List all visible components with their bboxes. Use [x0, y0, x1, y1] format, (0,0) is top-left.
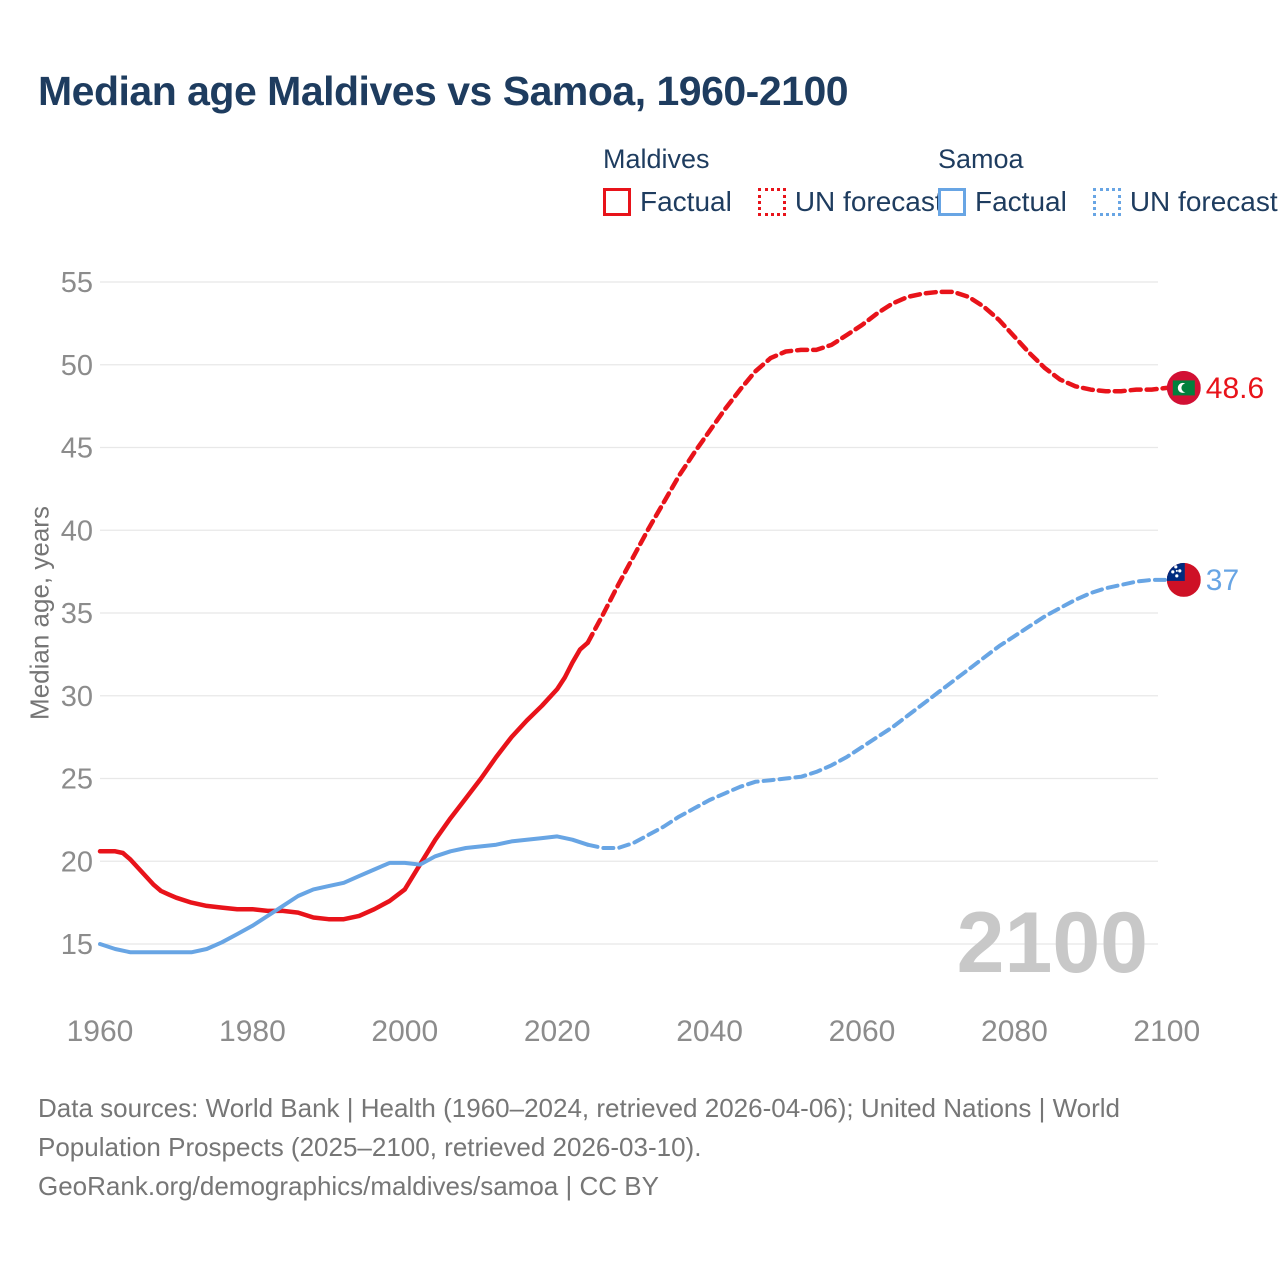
samoa-forecast-line — [585, 577, 1169, 850]
y-axis-tick-45: 45 — [61, 433, 93, 465]
footer-attribution: GeoRank.org/demographics/maldives/samoa … — [38, 1171, 659, 1201]
samoa-factual-line — [98, 834, 590, 955]
samoa-factual-swatch-icon — [938, 188, 966, 216]
x-axis-tick-2020: 2020 — [524, 1015, 591, 1048]
x-axis-tick-2000: 2000 — [371, 1015, 438, 1048]
footer-data-sources-line-1: Data sources: World Bank | Health (1960–… — [38, 1093, 1121, 1123]
y-axis-tick-35: 35 — [61, 598, 93, 630]
footer: Data sources: World Bank | Health (1960–… — [38, 1089, 1120, 1206]
maldives-flag-icon — [1166, 370, 1201, 405]
watermark-year-label: 2100 — [957, 895, 1148, 991]
legend-group-label-maldives: Maldives — [603, 144, 710, 174]
x-axis-tick-2080: 2080 — [981, 1015, 1048, 1048]
y-axis-tick-30: 30 — [61, 681, 93, 713]
maldives-forecast-line — [585, 289, 1170, 646]
y-axis-tick-20: 20 — [61, 846, 93, 878]
legend-item-maldives-forecast[interactable]: UN forecast — [757, 186, 943, 218]
y-axis-tick-50: 50 — [61, 350, 93, 382]
footer-data-sources-line-2: Population Prospects (2025–2100, retriev… — [38, 1132, 702, 1162]
legend-group-maldives: Maldives Factual UN forecast — [603, 144, 943, 218]
samoa-forecast-swatch-icon — [1092, 188, 1121, 216]
legend-group-label-samoa: Samoa — [938, 144, 1024, 174]
legend-item-samoa-factual[interactable]: Factual — [938, 186, 1067, 218]
y-axis-tick-40: 40 — [61, 515, 93, 547]
y-axis-tick-55: 55 — [61, 267, 93, 299]
x-axis-tick-1980: 1980 — [219, 1015, 286, 1048]
legend-group-samoa: Samoa Factual UN forecast — [938, 144, 1278, 218]
y-axis-title: Median age, years — [24, 506, 55, 720]
maldives-forecast-swatch-icon — [757, 188, 786, 216]
samoa-end-value-label: 37 — [1206, 564, 1239, 597]
maldives-factual-swatch-icon — [603, 188, 631, 216]
legend-item-maldives-factual[interactable]: Factual — [603, 186, 732, 218]
x-axis-tick-1960: 1960 — [67, 1015, 134, 1048]
legend-item-label: Factual — [975, 186, 1067, 217]
x-axis-tick-2040: 2040 — [676, 1015, 743, 1048]
y-axis-tick-25: 25 — [61, 764, 93, 796]
legend-item-label: UN forecast — [794, 186, 943, 217]
legend-item-samoa-forecast[interactable]: UN forecast — [1092, 186, 1278, 218]
x-axis-tick-2100: 2100 — [1133, 1015, 1200, 1048]
page-title: Median age Maldives vs Samoa, 1960-2100 — [38, 68, 849, 114]
legend-item-label: Factual — [640, 186, 732, 217]
maldives-factual-line — [97, 640, 590, 922]
samoa-flag-icon — [1166, 562, 1201, 597]
x-axis-tick-2060: 2060 — [829, 1015, 896, 1048]
maldives-end-value-label: 48.6 — [1206, 372, 1264, 405]
y-axis-tick-15: 15 — [61, 929, 93, 961]
legend-item-label: UN forecast — [1129, 186, 1278, 217]
